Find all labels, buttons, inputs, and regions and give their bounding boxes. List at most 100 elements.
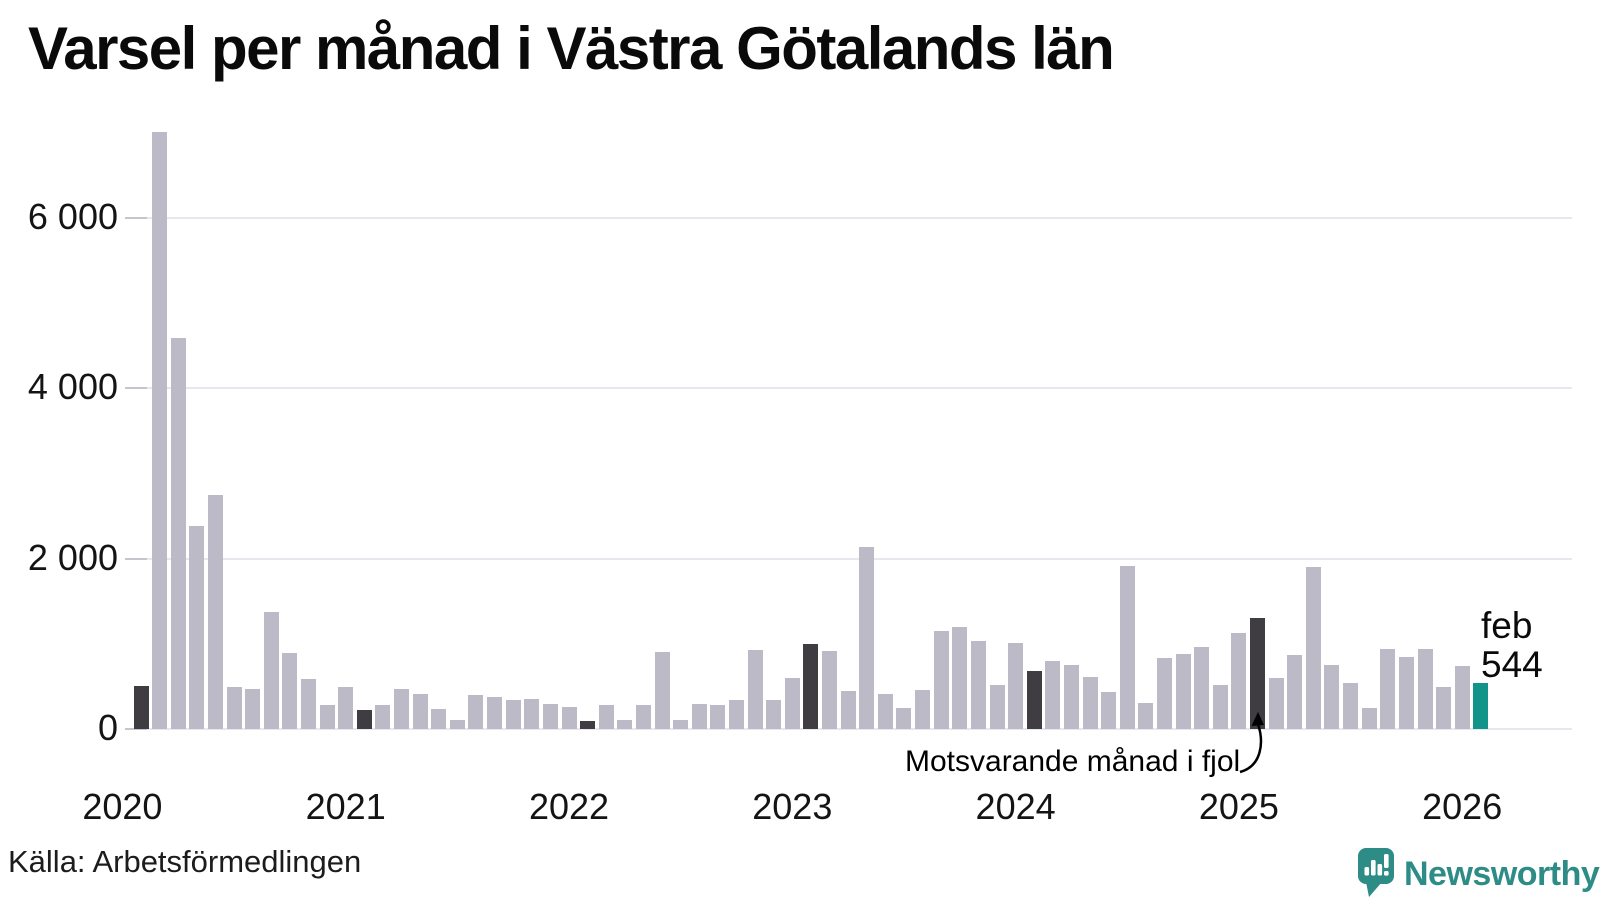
bar-jul-2020 [226,687,242,729]
bar-jul-2024 [1119,566,1135,729]
bar-aug-2024 [1138,703,1154,729]
bar-maj-2025 [1305,567,1321,729]
bar-nov-2024 [1194,647,1210,729]
bar-jul-2025 [1343,683,1358,729]
bar-dec-2025 [1436,687,1452,729]
bar-feb-2026 [1473,683,1489,729]
bar-dec-2024 [1212,685,1228,729]
bar-sep-2022 [710,705,726,729]
bar-aug-2022 [691,704,707,729]
bar-dec-2021 [542,704,558,729]
bar-dec-2022 [766,700,782,729]
bar-apr-2025 [1287,655,1303,729]
bar-mar-2023 [822,651,837,729]
bar-aug-2025 [1361,708,1377,729]
bar-maj-2021 [412,694,428,729]
bar-maj-2023 [859,547,875,729]
bar-feb-2023 [803,644,819,729]
bar-jun-2021 [431,709,447,729]
bar-jun-2023 [877,694,893,729]
bar-sep-2025 [1380,649,1396,729]
x-axis-label-2022: 2022 [528,786,610,827]
gridline-4000 [125,387,1572,389]
bar-apr-2021 [394,689,409,729]
y-axis-label: 2 000 [27,536,118,578]
gridline-2000 [125,557,1572,560]
x-axis-label-2023: 2023 [752,786,833,827]
bar-jun-2020 [207,495,223,729]
bar-aug-2020 [245,689,261,729]
y-tick-2000 [125,557,147,560]
source-note: Källa: Arbetsförmedlingen [8,844,362,879]
bar-jan-2023 [784,678,800,729]
bar-feb-2022 [580,721,596,729]
bar-apr-2022 [617,720,633,729]
bar-okt-2020 [282,653,298,729]
newsworthy-brand: Newsworthy [1356,846,1600,900]
bar-apr-2020 [170,338,186,729]
bar-jan-2022 [561,707,577,729]
y-axis-label: 6 000 [27,195,118,237]
bar-jul-2021 [449,720,465,729]
bar-maj-2024 [1082,677,1098,729]
bar-jan-2024 [1008,643,1024,729]
y-tick-0 [125,728,147,730]
bar-jan-2025 [1231,633,1247,729]
bar-maj-2022 [635,705,651,729]
highlight-value-label: feb 544 [1481,606,1543,684]
bar-nov-2023 [970,641,986,729]
x-axis-label-2026: 2026 [1422,786,1503,827]
x-axis-label-2024: 2024 [975,786,1056,827]
bar-sep-2020 [263,612,279,729]
highlight-value: 544 [1481,644,1543,685]
bar-okt-2021 [505,700,521,729]
gridline-6000 [125,216,1572,219]
y-axis-label: 4 000 [27,366,118,408]
bar-mar-2022 [598,705,614,729]
bar-dec-2023 [989,685,1005,729]
annotation-arrow-icon [1239,712,1264,774]
y-axis-label: 0 [97,707,118,749]
bar-nov-2025 [1417,649,1433,729]
bar-nov-2020 [301,679,316,729]
bar-aug-2021 [468,695,484,729]
bar-nov-2022 [747,650,763,729]
bar-feb-2024 [1026,671,1042,729]
bar-jan-2026 [1454,666,1470,729]
bar-sep-2024 [1156,658,1172,729]
bar-jun-2024 [1101,692,1117,729]
bar-jul-2023 [896,708,912,729]
bar-feb-2025 [1250,618,1265,729]
bar-okt-2024 [1175,654,1191,729]
gridline-0 [125,728,1572,730]
bar-apr-2023 [840,691,856,729]
bar-okt-2022 [729,700,744,729]
bar-jun-2022 [654,652,670,729]
bar-mar-2025 [1268,678,1284,729]
bar-jun-2025 [1324,665,1340,729]
page-title: Varsel per månad i Västra Götalands län [28,15,1115,82]
bar-okt-2025 [1398,657,1414,729]
newsworthy-logo-icon [1358,848,1394,897]
bar-feb-2020 [133,686,149,729]
bar-sep-2021 [487,697,503,729]
x-axis-label-2021: 2021 [305,786,386,827]
bar-okt-2023 [952,627,968,729]
bar-jul-2022 [673,720,689,729]
bar-feb-2021 [356,710,372,729]
bar-jan-2021 [338,687,354,729]
y-tick-4000 [125,387,147,389]
bar-mar-2020 [152,132,168,729]
bar-aug-2023 [915,690,930,729]
bar-mar-2021 [375,705,391,729]
bar-sep-2023 [933,631,949,729]
bar-apr-2024 [1063,665,1079,729]
annotation-last-year: Motsvarande månad i fjol [905,745,1241,778]
y-tick-6000 [125,216,147,219]
x-axis-label-2025: 2025 [1198,786,1279,827]
bar-nov-2021 [524,699,540,729]
bar-maj-2020 [189,526,205,729]
highlight-month: feb [1481,605,1533,646]
bar-dec-2020 [319,705,335,729]
